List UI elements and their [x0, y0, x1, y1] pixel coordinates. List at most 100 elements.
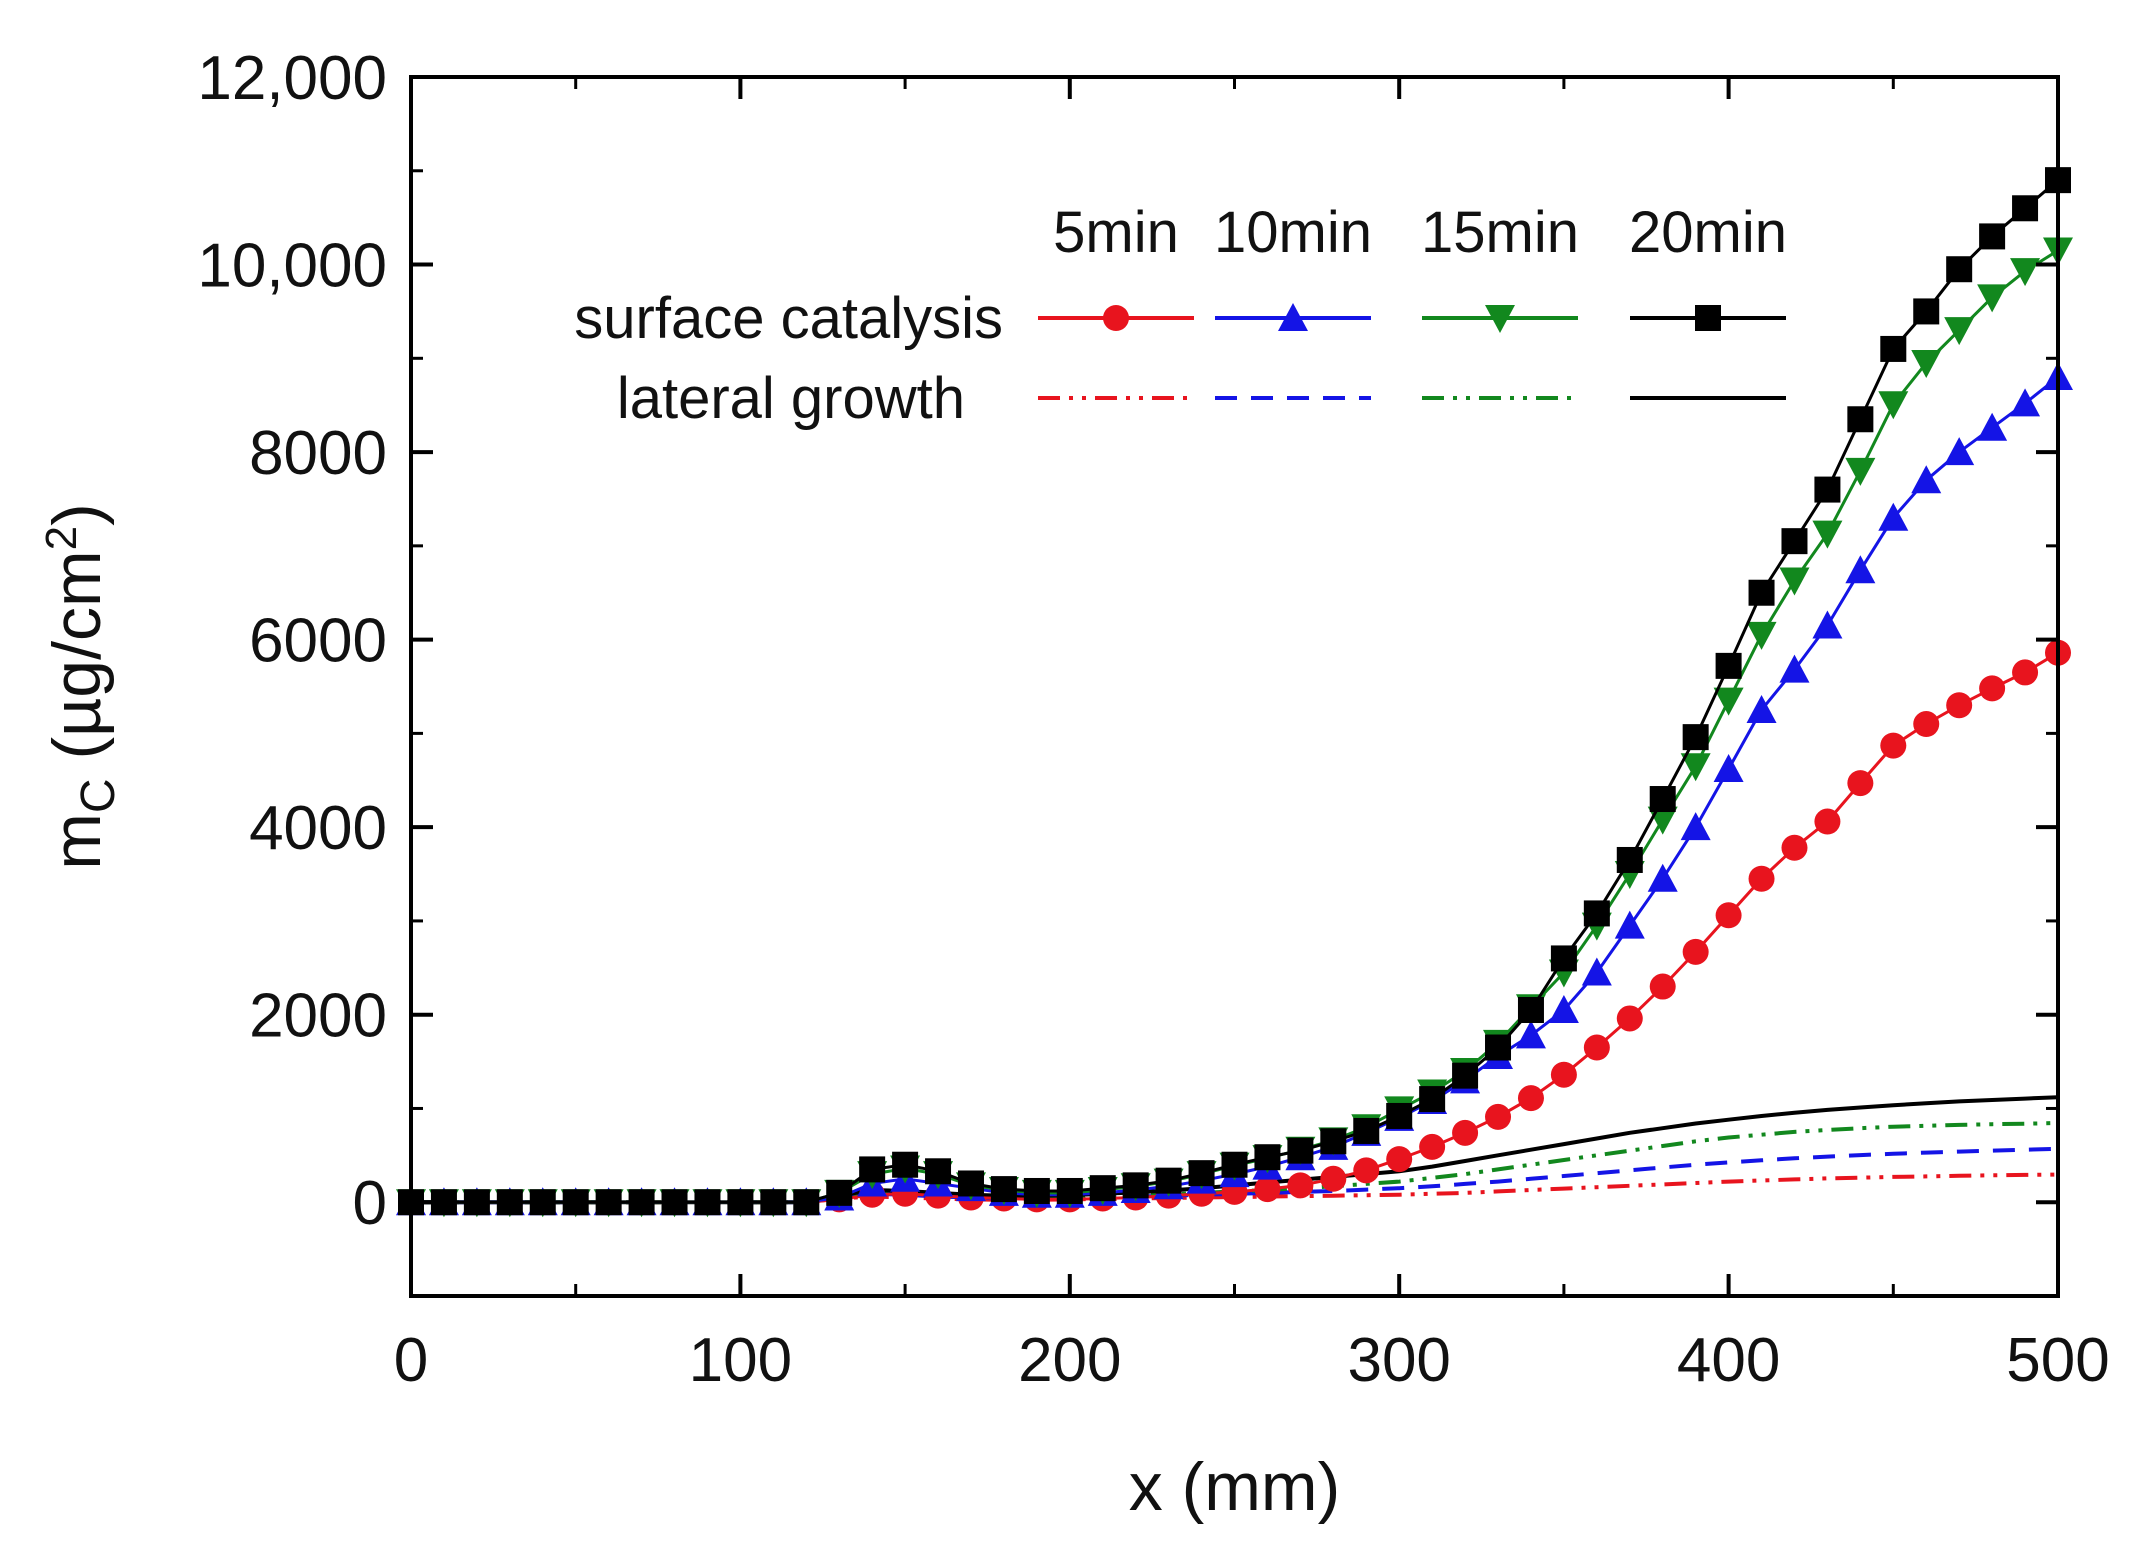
data-point-surface-catalysis-15min-420 [1779, 567, 1810, 596]
data-point-surface-catalysis-20min-50 [562, 1189, 589, 1216]
data-point-surface-catalysis-10min-450 [1878, 502, 1909, 531]
data-point-surface-catalysis-15min-440 [1845, 457, 1876, 486]
data-point-surface-catalysis-5min-350 [1550, 1061, 1577, 1088]
data-point-surface-catalysis-5min-320 [1452, 1119, 1479, 1146]
data-point-surface-catalysis-10min-350 [1548, 995, 1579, 1024]
data-point-surface-catalysis-20min-220 [1122, 1172, 1149, 1199]
y-axis-subscript: C [72, 778, 125, 813]
legend-swatch-surface-catalysis-20min [1630, 305, 1786, 331]
data-point-surface-catalysis-20min-420 [1781, 528, 1808, 555]
data-point-surface-catalysis-20min-480 [1979, 223, 2006, 250]
x-tick-label: 0 [394, 1326, 428, 1395]
data-point-surface-catalysis-20min-380 [1649, 786, 1676, 813]
ticks-layer: 0 100 200 300 400 500 0 2000 4000 6000 8000 10,000 1… [197, 44, 2109, 1395]
data-point-surface-catalysis-5min-400 [1715, 902, 1742, 929]
data-point-surface-catalysis-20min-190 [1023, 1177, 1050, 1204]
data-point-surface-catalysis-20min-360 [1583, 900, 1610, 927]
y-axis-title: mC (µg/cm2) [37, 503, 125, 870]
data-point-surface-catalysis-20min-300 [1386, 1102, 1413, 1129]
legend-header-20min: 20min [1629, 200, 1787, 265]
x-tick-label: 500 [2006, 1326, 2109, 1395]
x-axis-title: x (mm) [1129, 1449, 1340, 1525]
data-point-surface-catalysis-5min-450 [1880, 732, 1907, 759]
data-point-surface-catalysis-20min-160 [925, 1158, 952, 1185]
data-point-surface-catalysis-20min-130 [826, 1179, 853, 1206]
data-point-surface-catalysis-5min-460 [1913, 711, 1940, 738]
data-point-surface-catalysis-20min-240 [1188, 1160, 1215, 1187]
data-point-surface-catalysis-10min-490 [2010, 388, 2041, 417]
legend-row-lateral-growth: lateral growth [617, 366, 965, 431]
y-tick-label: 0 [353, 1169, 387, 1238]
data-point-surface-catalysis-20min-80 [661, 1189, 688, 1216]
legend-header-15min: 15min [1421, 200, 1579, 265]
x-tick-label: 100 [689, 1326, 792, 1395]
data-point-surface-catalysis-20min-490 [2012, 195, 2039, 222]
data-point-surface-catalysis-15min-430 [1812, 520, 1843, 549]
data-point-surface-catalysis-20min-20 [463, 1189, 490, 1216]
y-tick-label: 10,000 [197, 232, 387, 301]
data-point-surface-catalysis-20min-460 [1913, 298, 1940, 325]
data-point-surface-catalysis-15min-450 [1878, 391, 1909, 420]
data-point-surface-catalysis-20min-410 [1748, 579, 1775, 606]
legend-swatch-marker [1103, 305, 1129, 331]
data-point-surface-catalysis-20min-60 [595, 1189, 622, 1216]
data-point-surface-catalysis-20min-470 [1946, 256, 1973, 283]
data-point-surface-catalysis-20min-270 [1287, 1137, 1314, 1164]
y-tick-label: 4000 [249, 794, 387, 863]
y-tick-label: 8000 [249, 419, 387, 488]
data-point-surface-catalysis-5min-330 [1485, 1103, 1512, 1130]
data-point-surface-catalysis-10min-480 [1977, 412, 2008, 441]
data-point-surface-catalysis-20min-200 [1056, 1177, 1083, 1204]
data-point-surface-catalysis-10min-410 [1746, 694, 1777, 723]
data-point-surface-catalysis-10min-390 [1680, 812, 1711, 841]
data-point-surface-catalysis-5min-420 [1781, 834, 1808, 861]
data-point-surface-catalysis-10min-400 [1713, 754, 1744, 783]
data-point-surface-catalysis-20min-400 [1715, 652, 1742, 679]
data-point-surface-catalysis-20min-120 [793, 1189, 820, 1216]
x-tick-label: 300 [1347, 1326, 1450, 1395]
legend: 5min 10min 15min 20min surface catalysis… [574, 200, 1787, 431]
data-point-surface-catalysis-5min-430 [1814, 808, 1841, 835]
data-point-surface-catalysis-20min-440 [1847, 406, 1874, 433]
data-point-surface-catalysis-20min-260 [1254, 1144, 1281, 1171]
data-point-surface-catalysis-5min-270 [1287, 1172, 1314, 1199]
data-point-surface-catalysis-20min-280 [1320, 1128, 1347, 1155]
data-point-surface-catalysis-15min-490 [2010, 258, 2041, 287]
data-point-surface-catalysis-5min-440 [1847, 770, 1874, 797]
x-tick-label: 400 [1677, 1326, 1780, 1395]
y-axis-units-close: ) [39, 503, 115, 526]
series-line-lateral-growth-10min [411, 1146, 2059, 1205]
data-point-surface-catalysis-10min-470 [1944, 437, 1975, 466]
data-point-surface-catalysis-20min-150 [892, 1151, 919, 1178]
data-point-surface-catalysis-5min-300 [1386, 1146, 1413, 1173]
data-point-surface-catalysis-20min-350 [1550, 945, 1577, 972]
data-point-surface-catalysis-20min-310 [1419, 1086, 1446, 1113]
data-point-surface-catalysis-20min-90 [694, 1189, 721, 1216]
data-point-surface-catalysis-15min-390 [1680, 753, 1711, 782]
data-point-surface-catalysis-20min-250 [1221, 1151, 1248, 1178]
legend-swatch-marker [1695, 305, 1721, 331]
y-tick-label: 12,000 [197, 44, 387, 113]
series-lateral-growth-10min [411, 1146, 2059, 1205]
legend-swatch-surface-catalysis-5min [1038, 305, 1194, 331]
data-point-surface-catalysis-15min-480 [1977, 284, 2008, 313]
data-point-surface-catalysis-15min-410 [1746, 621, 1777, 650]
data-point-surface-catalysis-20min-430 [1814, 476, 1841, 503]
legend-swatch-marker [1485, 305, 1515, 333]
data-point-surface-catalysis-5min-310 [1419, 1133, 1446, 1160]
y-axis-superscript: 2 [37, 526, 86, 550]
data-point-surface-catalysis-20min-100 [727, 1189, 754, 1216]
y-tick-label: 6000 [249, 607, 387, 676]
legend-swatch-surface-catalysis-15min [1422, 305, 1578, 333]
data-point-surface-catalysis-5min-360 [1583, 1034, 1610, 1061]
data-point-surface-catalysis-20min-390 [1682, 724, 1709, 751]
legend-header-5min: 5min [1053, 200, 1179, 265]
data-point-surface-catalysis-5min-260 [1254, 1176, 1281, 1203]
data-point-surface-catalysis-5min-480 [1979, 675, 2006, 702]
data-point-surface-catalysis-20min-170 [957, 1170, 984, 1197]
y-axis-units: (µg/cm [39, 550, 115, 778]
data-point-surface-catalysis-20min-210 [1089, 1175, 1116, 1202]
data-point-surface-catalysis-15min-400 [1713, 687, 1744, 716]
data-point-surface-catalysis-10min-460 [1911, 465, 1942, 494]
